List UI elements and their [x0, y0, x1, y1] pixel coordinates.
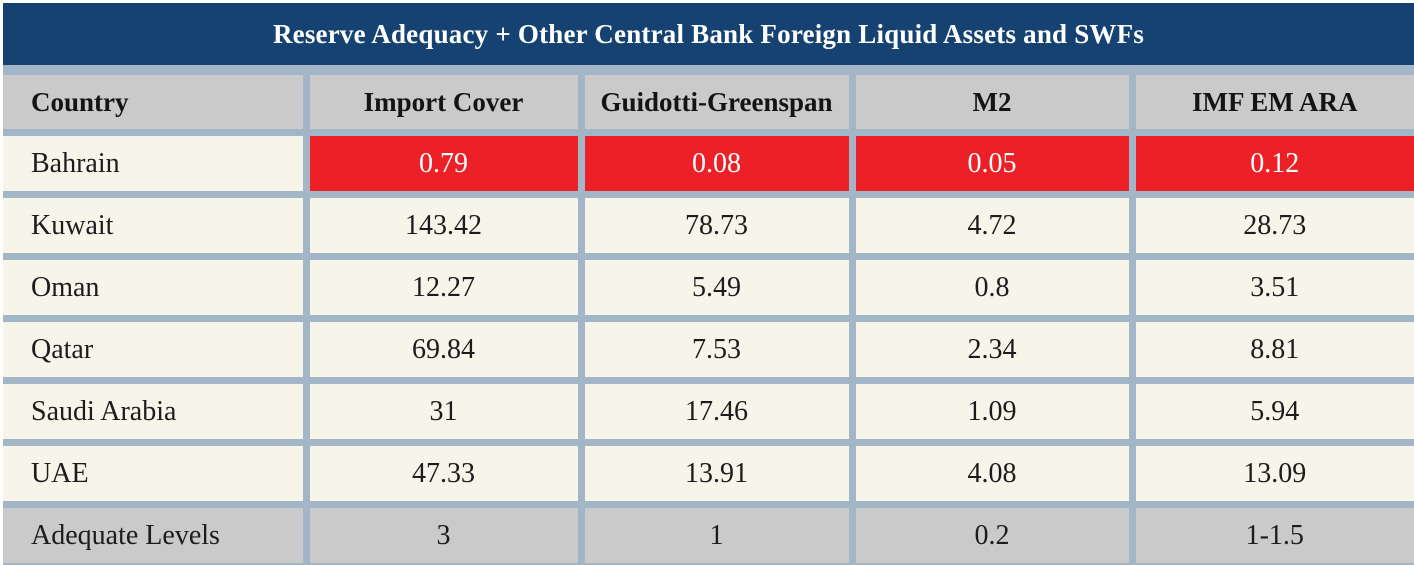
reserve-adequacy-table: Country Import Cover Guidotti-Greenspan …: [3, 65, 1414, 565]
value-cell: 31: [302, 377, 585, 446]
country-cell: Oman: [3, 253, 310, 322]
table-row-saudi-arabia: Saudi Arabia 31 17.46 1.09 5.94: [3, 377, 1414, 446]
value-cell: 28.73: [1128, 191, 1414, 260]
value-cell: 78.73: [577, 191, 856, 260]
value-cell: 13.09: [1128, 439, 1414, 508]
header-row: Country Import Cover Guidotti-Greenspan …: [3, 65, 1414, 136]
value-cell: 143.42: [302, 191, 585, 260]
value-cell: 0.2: [848, 501, 1136, 565]
value-cell: 5.49: [577, 253, 856, 322]
column-header-import-cover: Import Cover: [302, 65, 585, 136]
value-cell: 1: [577, 501, 856, 565]
country-cell: Saudi Arabia: [3, 377, 310, 446]
table-title: Reserve Adequacy + Other Central Bank Fo…: [272, 18, 1145, 49]
column-header-country: Country: [3, 65, 310, 136]
table-row-bahrain: Bahrain 0.79 0.08 0.05 0.12: [3, 129, 1414, 198]
value-cell: 47.33: [302, 439, 585, 508]
column-header-imf-em-ara: IMF EM ARA: [1128, 65, 1414, 136]
value-cell: 0.8: [848, 253, 1136, 322]
value-cell: 69.84: [302, 315, 585, 384]
value-cell: 0.12: [1128, 129, 1414, 198]
country-cell: Bahrain: [3, 129, 310, 198]
table-row-adequate-levels: Adequate Levels 3 1 0.2 1-1.5: [3, 501, 1414, 565]
value-cell: 0.08: [577, 129, 856, 198]
table-row-kuwait: Kuwait 143.42 78.73 4.72 28.73: [3, 191, 1414, 260]
table-title-bar: Reserve Adequacy + Other Central Bank Fo…: [3, 3, 1414, 65]
value-cell: 3.51: [1128, 253, 1414, 322]
value-cell: 0.05: [848, 129, 1136, 198]
value-cell: 4.72: [848, 191, 1136, 260]
country-cell: Qatar: [3, 315, 310, 384]
value-cell: 0.79: [302, 129, 585, 198]
table-row-oman: Oman 12.27 5.49 0.8 3.51: [3, 253, 1414, 322]
value-cell: 5.94: [1128, 377, 1414, 446]
table-row-uae: UAE 47.33 13.91 4.08 13.09: [3, 439, 1414, 508]
value-cell: 8.81: [1128, 315, 1414, 384]
country-cell: UAE: [3, 439, 310, 508]
value-cell: 3: [302, 501, 585, 565]
value-cell: 13.91: [577, 439, 856, 508]
value-cell: 1.09: [848, 377, 1136, 446]
value-cell: 7.53: [577, 315, 856, 384]
value-cell: 17.46: [577, 377, 856, 446]
country-cell: Adequate Levels: [3, 501, 310, 565]
value-cell: 12.27: [302, 253, 585, 322]
value-cell: 2.34: [848, 315, 1136, 384]
value-cell: 1-1.5: [1128, 501, 1414, 565]
country-cell: Kuwait: [3, 191, 310, 260]
value-cell: 4.08: [848, 439, 1136, 508]
column-header-m2: M2: [848, 65, 1136, 136]
table-row-qatar: Qatar 69.84 7.53 2.34 8.81: [3, 315, 1414, 384]
column-header-guidotti-greenspan: Guidotti-Greenspan: [577, 65, 856, 136]
